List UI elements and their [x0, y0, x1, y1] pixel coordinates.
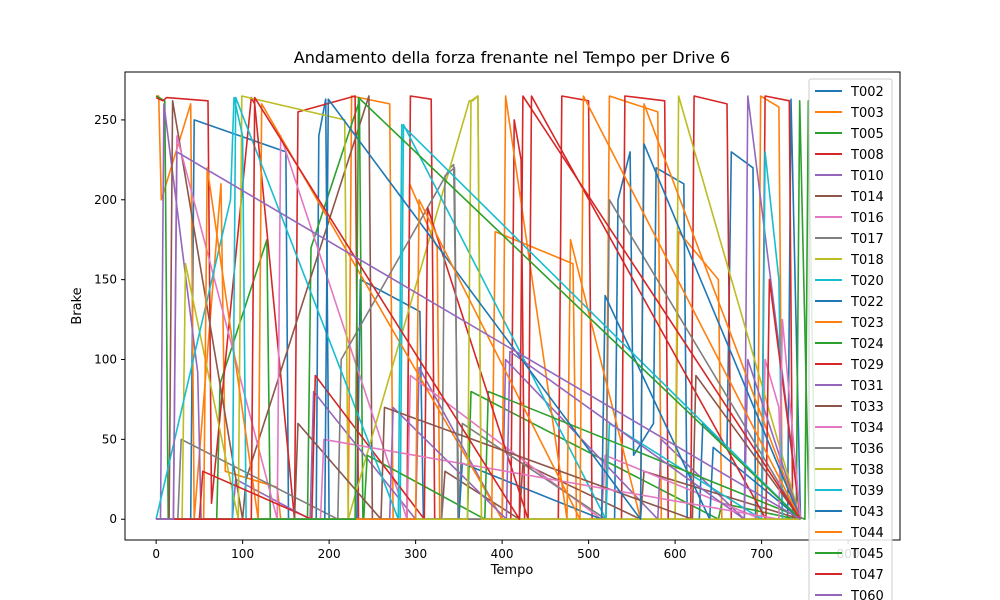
series-line-t060: [156, 151, 801, 521]
x-tick-label: 700: [750, 547, 773, 561]
legend-label-t018: T018: [850, 253, 884, 268]
chart-title: Andamento della forza frenante nel Tempo…: [294, 48, 730, 67]
y-axis: 0 50 100 150 200 250: [94, 113, 125, 526]
series-line-t044: [156, 95, 802, 521]
legend-label-t023: T023: [850, 316, 884, 331]
legend-label-t022: T022: [850, 295, 884, 310]
legend-label-t039: T039: [850, 484, 884, 499]
legend-label-t003: T003: [850, 106, 884, 121]
y-tick-label: 0: [109, 512, 117, 526]
y-tick-label: 150: [94, 273, 117, 287]
legend-label-t014: T014: [850, 190, 884, 205]
legend-label-t038: T038: [850, 463, 884, 478]
legend-label-t029: T029: [850, 358, 884, 373]
legend-label-t044: T044: [850, 526, 884, 541]
legend-label-t043: T043: [850, 505, 884, 520]
x-tick-label: 200: [318, 547, 341, 561]
x-axis-label: Tempo: [490, 563, 534, 578]
legend-label-t024: T024: [850, 337, 884, 352]
x-tick-label: 500: [577, 547, 600, 561]
legend-label-t033: T033: [850, 400, 884, 415]
series-line-t024: [156, 100, 816, 521]
legend-label-t016: T016: [850, 211, 884, 226]
plot-frame: [124, 71, 901, 541]
legend-label-t045: T045: [850, 547, 884, 562]
legend: T002 T003 T005 T008 T010 T014 T016 T017 T018 T020…: [808, 78, 893, 600]
series-line-t045: [156, 96, 802, 521]
series-line-t029: [156, 95, 802, 521]
x-tick-label: 0: [152, 547, 160, 561]
legend-label-t031: T031: [850, 379, 884, 394]
legend-label-t060: T060: [850, 589, 884, 600]
legend-label-t008: T008: [850, 148, 884, 163]
y-tick-label: 250: [94, 113, 117, 127]
x-tick-label: 300: [404, 547, 427, 561]
y-tick-label: 100: [94, 353, 117, 367]
series-line-t016: [156, 135, 801, 521]
y-tick-label: 200: [94, 193, 117, 207]
series-line-t047: [156, 95, 802, 521]
legend-label-t047: T047: [850, 568, 884, 583]
y-tick-label: 50: [102, 432, 117, 446]
legend-label-t020: T020: [850, 274, 884, 289]
legend-label-t034: T034: [850, 421, 884, 436]
y-axis-label: Brake: [70, 287, 85, 324]
series-line-t017: [156, 163, 802, 521]
series-line-t022: [156, 294, 802, 521]
x-tick-label: 600: [664, 547, 687, 561]
legend-label-t010: T010: [850, 169, 884, 184]
plot-lines: [155, 95, 816, 521]
legend-label-t036: T036: [850, 442, 884, 457]
series-line-t033: [156, 374, 802, 521]
legend-label-t005: T005: [850, 127, 884, 142]
legend-label-t017: T017: [850, 232, 884, 247]
x-tick-label: 400: [491, 547, 514, 561]
x-tick-label: 100: [231, 547, 254, 561]
legend-label-t002: T002: [850, 85, 884, 100]
